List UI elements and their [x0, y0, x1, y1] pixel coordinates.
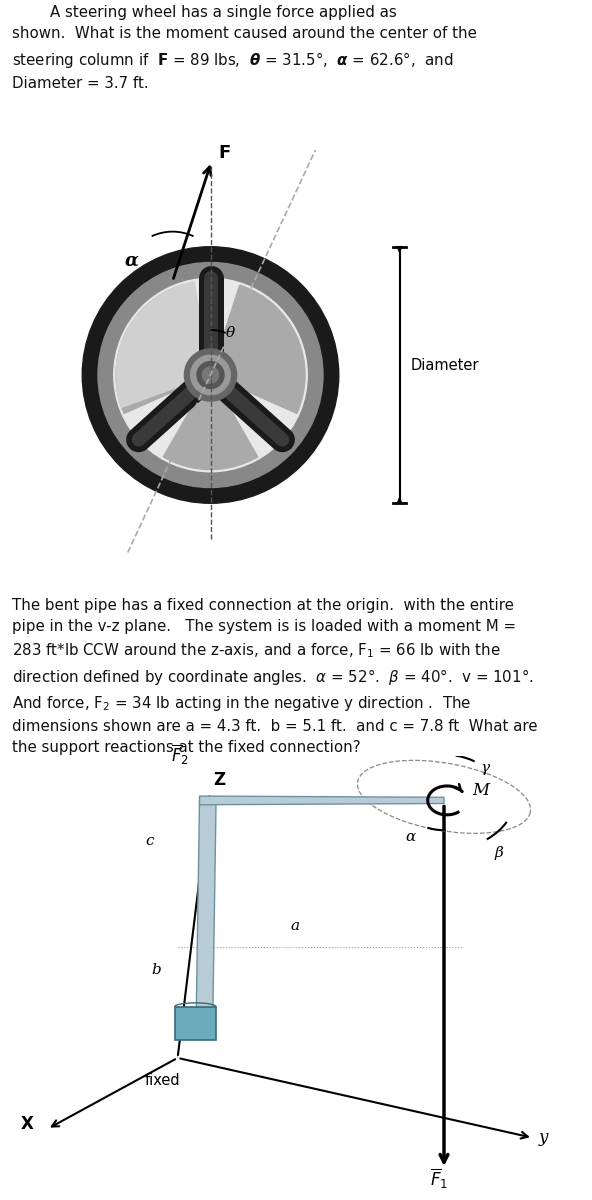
Text: Diameter: Diameter — [411, 359, 480, 373]
Circle shape — [184, 349, 237, 401]
Wedge shape — [163, 374, 258, 469]
Text: b: b — [151, 962, 160, 977]
Text: X: X — [21, 1115, 34, 1133]
Wedge shape — [116, 282, 211, 407]
Text: Z: Z — [213, 770, 225, 788]
Text: A steering wheel has a single force applied as
shown.  What is the moment caused: A steering wheel has a single force appl… — [12, 5, 477, 91]
Polygon shape — [200, 796, 444, 805]
Circle shape — [98, 263, 323, 487]
Circle shape — [82, 247, 339, 503]
Text: β: β — [494, 846, 503, 859]
Circle shape — [114, 278, 307, 472]
Text: M: M — [472, 782, 490, 799]
Text: α: α — [406, 830, 416, 845]
Text: fixed: fixed — [145, 1073, 181, 1087]
Text: $\overline{F}_1$: $\overline{F}_1$ — [430, 1166, 448, 1190]
Text: The bent pipe has a fixed connection at the origin.  with the entire
pipe in the: The bent pipe has a fixed connection at … — [12, 598, 538, 755]
Text: F: F — [218, 144, 230, 162]
Text: γ: γ — [481, 762, 490, 775]
Wedge shape — [211, 286, 305, 414]
Text: θ: θ — [226, 325, 236, 340]
Polygon shape — [175, 1007, 216, 1040]
Text: a: a — [290, 919, 299, 934]
Circle shape — [197, 361, 224, 389]
Polygon shape — [196, 800, 216, 1033]
Text: α: α — [125, 252, 139, 270]
Text: y: y — [539, 1129, 548, 1146]
Text: c: c — [145, 834, 153, 847]
Circle shape — [202, 367, 218, 383]
Wedge shape — [116, 286, 211, 414]
Circle shape — [191, 355, 230, 395]
Text: $\overline{F}_2$: $\overline{F}_2$ — [171, 743, 189, 767]
